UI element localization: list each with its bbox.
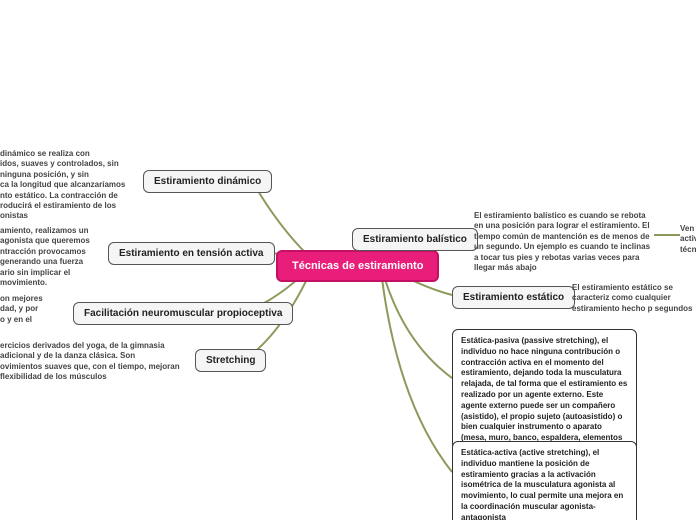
branch-estatico[interactable]: Estiramiento estático <box>452 286 575 309</box>
desc-tension-activa: amiento, realizamos un agonista que quer… <box>0 226 100 288</box>
desc-fnp: on mejores dad, y por o y en el <box>0 294 65 325</box>
branch-stretching[interactable]: Stretching <box>195 349 266 372</box>
branch-tension-activa[interactable]: Estiramiento en tensión activa <box>108 242 275 265</box>
desc-stretching: ercicios derivados del yoga, de la gimna… <box>0 341 185 383</box>
desc-estatico: El estiramiento estático se caracteriz c… <box>572 283 696 314</box>
desc-dinamico: dinámico se realiza con idos, suaves y c… <box>0 149 130 222</box>
center-node[interactable]: Técnicas de estiramiento <box>276 250 439 282</box>
desc-balistico: El estiramiento balístico es cuando se r… <box>474 211 654 273</box>
box-estatica-activa[interactable]: Estática-activa (active stretching), el … <box>452 441 637 520</box>
desc-balistico-2: Ven activ técn <box>680 224 696 255</box>
branch-fnp[interactable]: Facilitación neuromuscular propioceptiva <box>73 302 293 325</box>
branch-balistico[interactable]: Estiramiento balístico <box>352 228 478 251</box>
branch-dinamico[interactable]: Estiramiento dinámico <box>143 170 272 193</box>
